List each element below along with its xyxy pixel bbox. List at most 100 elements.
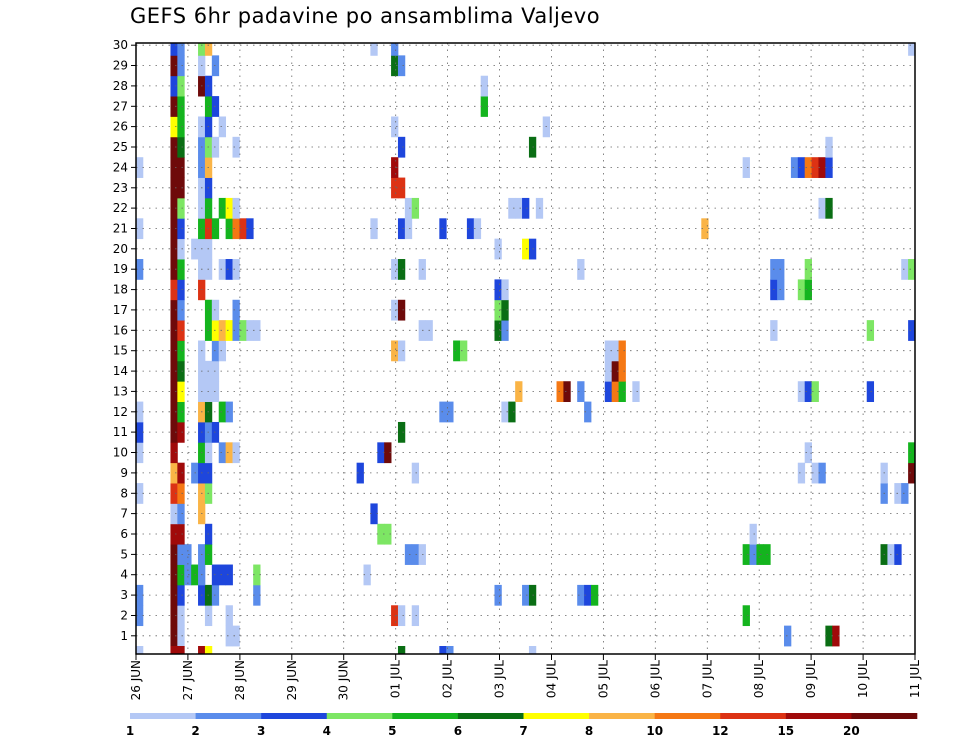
heatmap-cell bbox=[136, 605, 144, 627]
x-tick-label: 03 JUL bbox=[493, 660, 507, 698]
colorbar-swatch bbox=[523, 713, 590, 719]
heatmap-cell bbox=[604, 360, 613, 382]
heatmap-cell bbox=[177, 43, 185, 56]
heatmap-cell bbox=[170, 136, 178, 158]
heatmap-cell bbox=[804, 157, 812, 178]
heatmap-cell bbox=[742, 544, 750, 565]
heatmap-cell bbox=[170, 43, 178, 56]
x-tick-label: 07 JUL bbox=[700, 660, 714, 698]
heatmap-cell bbox=[177, 157, 185, 178]
heatmap-cell bbox=[832, 625, 840, 647]
heatmap-cell bbox=[170, 625, 178, 647]
heatmap-cell bbox=[170, 259, 178, 280]
heatmap-cell bbox=[391, 157, 399, 178]
heatmap-cell bbox=[370, 503, 378, 525]
heatmap-cell bbox=[377, 523, 385, 545]
y-tick-label: 23 bbox=[113, 181, 128, 195]
heatmap-cell bbox=[618, 340, 626, 362]
heatmap-cell bbox=[480, 75, 488, 97]
y-tick-label: 2 bbox=[120, 609, 128, 623]
heatmap-cell bbox=[804, 381, 812, 402]
heatmap-cell bbox=[584, 401, 592, 423]
heatmap-cell bbox=[232, 136, 240, 158]
chart-title: GEFS 6hr padavine po ansamblima Valjevo bbox=[130, 4, 601, 28]
heatmap-cell bbox=[170, 605, 178, 627]
heatmap-cell bbox=[170, 421, 178, 443]
heatmap-cell bbox=[177, 320, 185, 341]
heatmap-cell bbox=[404, 197, 413, 219]
y-tick-label: 4 bbox=[120, 568, 128, 582]
heatmap-cell bbox=[590, 584, 599, 606]
heatmap-cell bbox=[611, 360, 619, 382]
heatmap-cell bbox=[784, 625, 792, 647]
y-tick-label: 15 bbox=[113, 344, 128, 358]
colorbar-swatch bbox=[261, 713, 328, 719]
y-tick-label: 27 bbox=[113, 99, 128, 113]
heatmap-cell bbox=[811, 462, 819, 484]
heatmap-cell bbox=[494, 320, 502, 341]
heatmap-cell bbox=[218, 259, 227, 280]
heatmap-cell bbox=[177, 299, 185, 321]
heatmap-cell bbox=[177, 259, 185, 280]
heatmap-cell bbox=[797, 279, 806, 301]
heatmap-cell bbox=[225, 218, 233, 240]
heatmap-cell bbox=[611, 340, 619, 362]
heatmap-cell bbox=[225, 605, 233, 627]
colorbar-swatch bbox=[654, 713, 721, 719]
heatmap-cell bbox=[604, 381, 613, 402]
heatmap-cell bbox=[136, 442, 144, 464]
heatmap-cell bbox=[901, 259, 909, 280]
heatmap-cell bbox=[397, 136, 406, 158]
heatmap-cell bbox=[177, 55, 185, 77]
y-tick-label: 16 bbox=[113, 323, 128, 337]
heatmap-cell bbox=[908, 43, 916, 56]
heatmap-cell bbox=[501, 279, 509, 301]
plot-frame bbox=[135, 42, 916, 655]
heatmap-cell bbox=[411, 462, 420, 484]
heatmap-cell bbox=[411, 544, 420, 565]
colorbar-label: 20 bbox=[843, 724, 860, 738]
heatmap-cell bbox=[170, 157, 178, 178]
heatmap-cell bbox=[253, 584, 261, 606]
heatmap-cell bbox=[356, 462, 364, 484]
y-tick-label: 28 bbox=[113, 79, 128, 93]
colorbar-swatch bbox=[457, 713, 524, 719]
heatmap-cell bbox=[232, 625, 240, 647]
heatmap-cell bbox=[515, 381, 523, 402]
x-tick-label: 26 JUN bbox=[129, 660, 143, 700]
colorbar-label: 3 bbox=[257, 724, 265, 738]
y-tick-label: 30 bbox=[113, 38, 128, 52]
x-tick-label: 27 JUN bbox=[181, 660, 195, 700]
heatmap-cell bbox=[446, 646, 454, 655]
heatmap-cell bbox=[480, 96, 488, 117]
heatmap-cell bbox=[218, 564, 227, 586]
heatmap-cell bbox=[866, 320, 875, 341]
heatmap-cell bbox=[225, 401, 233, 423]
heatmap-cell bbox=[528, 646, 537, 655]
heatmap-cell bbox=[225, 625, 233, 647]
colorbar-label: 4 bbox=[323, 724, 331, 738]
heatmap-cell bbox=[170, 320, 178, 341]
heatmap-cell bbox=[225, 197, 233, 219]
heatmap-cell bbox=[460, 340, 468, 362]
heatmap-cell bbox=[804, 442, 812, 464]
heatmap-cell bbox=[742, 605, 750, 627]
heatmap-cell bbox=[577, 381, 585, 402]
heatmap-cell bbox=[239, 320, 247, 341]
heatmap-cell bbox=[453, 340, 461, 362]
heatmap-cell bbox=[170, 646, 178, 655]
heatmap-cell bbox=[397, 646, 406, 655]
heatmap-cell bbox=[391, 55, 399, 77]
heatmap-cell bbox=[246, 218, 254, 240]
heatmap-cell bbox=[253, 564, 261, 586]
heatmap-cell bbox=[811, 157, 819, 178]
heatmap-cell bbox=[204, 43, 213, 56]
heatmap-cell bbox=[370, 218, 378, 240]
heatmap-cell bbox=[466, 218, 475, 240]
colorbar-swatch bbox=[785, 713, 852, 719]
heatmap-cell bbox=[170, 462, 178, 484]
heatmap-cell bbox=[391, 340, 399, 362]
y-tick-label: 9 bbox=[120, 466, 128, 480]
heatmap-cell bbox=[501, 401, 509, 423]
